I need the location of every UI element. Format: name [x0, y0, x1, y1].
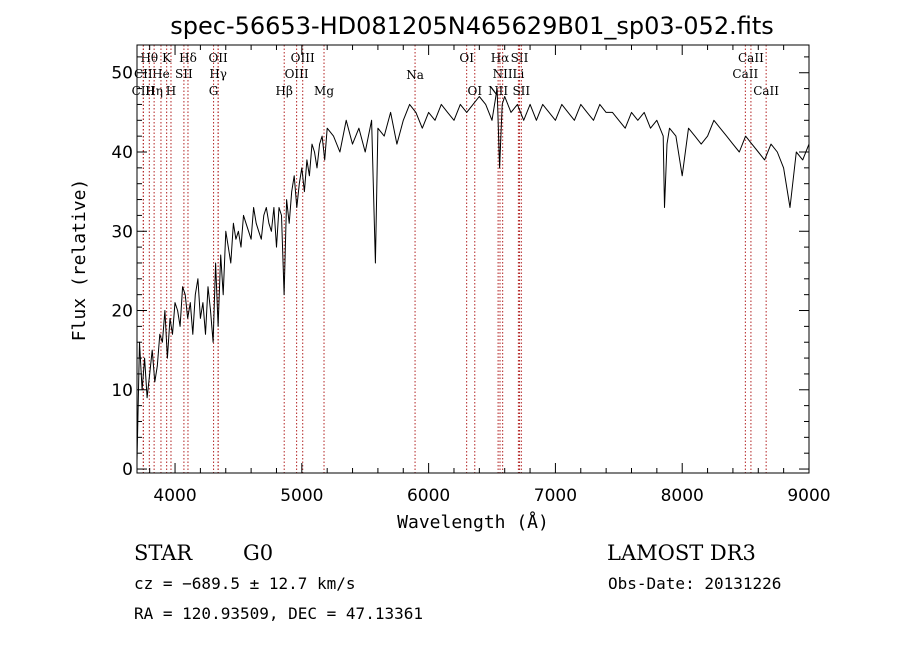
y-tick-label: 30 — [111, 222, 133, 242]
line-marker-label: OII — [208, 51, 228, 65]
x-tick-label: 7000 — [534, 486, 577, 506]
line-marker-label: Li — [512, 67, 524, 81]
line-marker-label: Mg — [314, 84, 334, 98]
line-marker-label: Hη — [145, 84, 163, 98]
line-marker-label: Hδ — [179, 51, 197, 65]
y-tick-label: 0 — [122, 460, 133, 480]
plot-area — [136, 88, 810, 462]
y-tick-label: 10 — [111, 381, 133, 401]
survey-label: LAMOST DR3 — [607, 541, 756, 565]
line-marker-label: CIII — [132, 84, 156, 98]
line-marker-label: H — [166, 84, 176, 98]
obs-date-text: Obs-Date: 20131226 — [608, 574, 782, 593]
x-tick-label: 8000 — [661, 486, 704, 506]
object-subclass: G0 — [243, 541, 274, 565]
y-tick-label: 40 — [111, 143, 133, 163]
line-marker-label: NII — [493, 67, 513, 81]
line-marker-label: CaII — [738, 51, 764, 65]
line-marker-label: OIII — [285, 67, 309, 81]
line-marker-label: SII — [175, 67, 193, 81]
x-tick-label: 9000 — [787, 486, 830, 506]
line-marker-label: CaII — [732, 67, 758, 81]
line-marker-label: CaII — [753, 84, 779, 98]
line-marker-label: OI — [459, 51, 474, 65]
y-tick-label: 20 — [111, 302, 133, 322]
x-tick-label: 4000 — [153, 486, 196, 506]
line-marker-label: SII — [511, 51, 529, 65]
spectrum-line — [136, 88, 810, 462]
line-marker-label: Na — [406, 68, 424, 82]
radec-text: RA = 120.93509, DEC = 47.13361 — [134, 604, 423, 623]
y-tick-label: 50 — [111, 64, 133, 84]
line-marker-label: OI — [467, 84, 482, 98]
line-marker-label: K — [162, 51, 172, 65]
x-axis: 4000 5000 6000 7000 8000 9000 — [149, 45, 831, 506]
y-axis-label: Flux (relative) — [69, 179, 90, 342]
line-marker-label: G — [209, 84, 219, 98]
object-class: STAR — [134, 541, 193, 565]
line-marker-label: Hα — [491, 51, 510, 65]
line-marker-label: Hγ — [209, 67, 227, 81]
line-marker-label: Hβ — [276, 84, 293, 98]
line-marker-label: He — [152, 67, 170, 81]
line-marker-label: Hθ — [140, 51, 158, 65]
x-tick-label: 6000 — [407, 486, 450, 506]
x-axis-label: Wavelength (Å) — [397, 511, 549, 533]
line-marker-label: NII — [488, 84, 508, 98]
chart-title: spec-56653-HD081205N465629B01_sp03-052.f… — [170, 12, 774, 40]
x-tick-label: 5000 — [280, 486, 323, 506]
redshift-text: cz = −689.5 ± 12.7 km/s — [134, 574, 356, 593]
spectrum-chart: spec-56653-HD081205N465629B01_sp03-052.f… — [69, 12, 831, 533]
y-axis: 0 10 20 30 40 50 — [111, 56, 809, 480]
line-marker-label: SII — [512, 84, 530, 98]
line-marker-label: OIII — [291, 51, 315, 65]
plot-frame — [136, 44, 810, 474]
